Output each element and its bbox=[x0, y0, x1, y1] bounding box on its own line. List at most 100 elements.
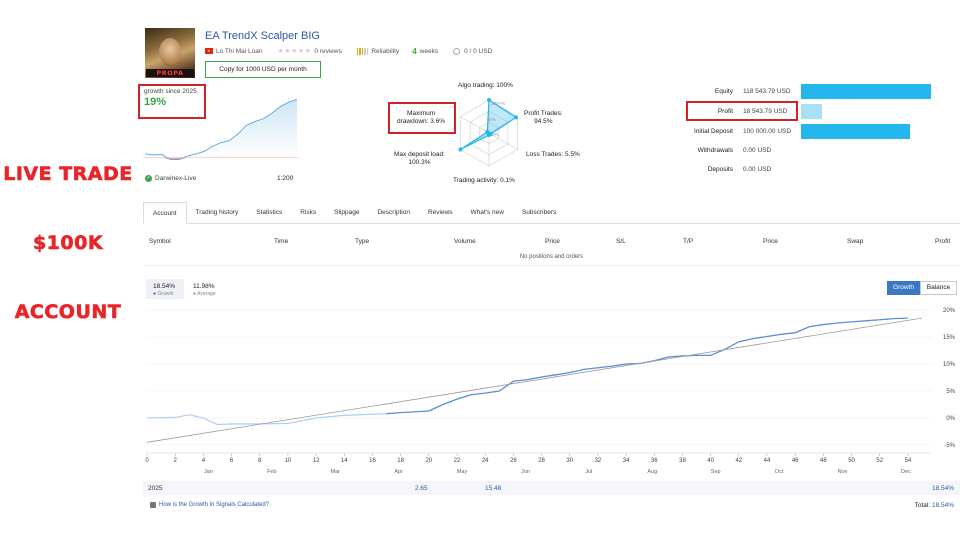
leverage: 1:200 bbox=[277, 175, 294, 182]
weeks-count: 4 bbox=[412, 46, 417, 56]
month-label: Sep bbox=[711, 469, 721, 475]
radar-label-drawdown: Maximum drawdown: 3.6% bbox=[397, 110, 445, 126]
signal-meta: Lo Thi Mai Loan ★★★★★ 0 reviews Reliabil… bbox=[205, 46, 492, 56]
avatar[interactable]: PROPA FIRMI bbox=[145, 28, 195, 78]
tab-what-s-new[interactable]: What's new bbox=[470, 209, 504, 216]
drawdown-highlight-box bbox=[388, 102, 456, 134]
tab-risks[interactable]: Risks bbox=[300, 209, 317, 216]
author-name[interactable]: Lo Thi Mai Loan bbox=[216, 47, 263, 55]
avatar-face bbox=[159, 38, 181, 66]
promo-line-account: ACCOUNT bbox=[14, 301, 122, 324]
radar-label-deposit-value: 100.3% bbox=[408, 159, 431, 166]
y-tick-label: 0% bbox=[946, 416, 955, 422]
radar-label-loss: Loss Trades: 5.5% bbox=[526, 151, 580, 158]
balance-toggle-button[interactable]: Balance bbox=[920, 281, 957, 295]
tab-statistics[interactable]: Statistics bbox=[256, 209, 283, 216]
balance-row-initial-deposit: Initial Deposit 100 000.00 USD bbox=[670, 124, 960, 139]
weeks-label: weeks bbox=[419, 47, 439, 55]
x-tick-label: 4 bbox=[202, 458, 206, 464]
reliability-label: Reliability bbox=[371, 47, 400, 55]
x-tick-label: 18 bbox=[397, 458, 404, 464]
radar-label-deposit-title: Max deposit load: bbox=[394, 151, 445, 158]
balance-row-equity: Equity 118 543.79 USD bbox=[670, 84, 960, 99]
series-line-dark bbox=[386, 317, 908, 415]
balance-value: 0.00 USD bbox=[743, 147, 772, 154]
x-tick-label: 30 bbox=[566, 458, 573, 464]
radar-point bbox=[487, 98, 491, 102]
growth-calc-link-text[interactable]: How is the Growth in Signals Calculated? bbox=[159, 502, 270, 508]
y-tick-label: 15% bbox=[943, 335, 956, 341]
tab-reviews[interactable]: Reviews bbox=[427, 209, 453, 216]
empty-positions-message: No positions and orders bbox=[519, 254, 584, 260]
column-header-symbol: Symbol bbox=[149, 238, 171, 245]
month-may-value: 15.48 bbox=[485, 485, 502, 492]
column-header-price: Price bbox=[545, 238, 560, 245]
month-apr-value: 2.65 bbox=[415, 485, 428, 492]
month-label: Mar bbox=[330, 469, 340, 475]
balance-value: 118 543.79 USD bbox=[743, 88, 791, 95]
x-tick-label: 12 bbox=[313, 458, 320, 464]
promo-line-amount: $100K bbox=[32, 232, 104, 255]
growth-toggle-button[interactable]: Growth bbox=[887, 281, 920, 295]
broker-name[interactable]: Darwinex-Live bbox=[155, 175, 197, 182]
radar-spoke bbox=[460, 116, 490, 134]
signal-title[interactable]: EA TrendX Scalper BIG bbox=[205, 30, 320, 42]
year-summary-row: 2025 2.65 15.48 18.54% bbox=[143, 481, 960, 495]
reviews-count[interactable]: 0 reviews bbox=[314, 47, 342, 55]
copy-signal-button[interactable]: Copy for 1000 USD per month bbox=[205, 61, 321, 78]
column-header-time: Time bbox=[274, 238, 289, 245]
growth-highlight-box bbox=[138, 84, 206, 119]
rating-stars-icon: ★★★★★ bbox=[277, 48, 312, 55]
mini-chart-line bbox=[144, 99, 298, 161]
balance-label: Equity bbox=[714, 88, 733, 95]
tab-slippage[interactable]: Slippage bbox=[334, 209, 360, 216]
promo-line-live-trade: LIVE TRADE bbox=[3, 163, 133, 186]
x-tick-label: 28 bbox=[538, 458, 545, 464]
x-tick-label: 50 bbox=[848, 458, 855, 464]
column-header-volume: Volume bbox=[454, 238, 476, 245]
balance-value: 100 000.00 USD bbox=[743, 128, 792, 135]
radar-tick-0: 0% bbox=[492, 132, 499, 137]
total-label: Total: bbox=[914, 502, 931, 509]
month-label: Jan bbox=[204, 469, 213, 475]
balance-row-profit: Profit 18 543.79 USD bbox=[670, 104, 960, 119]
x-tick-label: 2 bbox=[174, 458, 178, 464]
x-tick-label: 14 bbox=[341, 458, 348, 464]
x-tick-label: 8 bbox=[258, 458, 262, 464]
x-tick-label: 0 bbox=[145, 458, 149, 464]
x-tick-label: 26 bbox=[510, 458, 517, 464]
month-label: Jul bbox=[585, 469, 592, 475]
balance-label: Deposits bbox=[707, 166, 733, 173]
x-tick-label: 42 bbox=[735, 458, 742, 464]
radar-tick-50: 50% bbox=[487, 117, 496, 122]
radar-label-algo: Algo trading: 100% bbox=[458, 82, 513, 89]
column-header-price: Price bbox=[763, 238, 778, 245]
legend-average-sub: ● Average bbox=[193, 291, 216, 297]
column-header-type: Type bbox=[355, 238, 370, 245]
tab-account[interactable]: Account bbox=[143, 202, 187, 224]
balance-bar bbox=[801, 124, 911, 139]
radar-spoke bbox=[488, 132, 518, 150]
month-label: Aug bbox=[647, 469, 657, 475]
growth-value: 19% bbox=[144, 96, 167, 108]
legend-average-label: Average bbox=[197, 291, 216, 297]
positions-table-header: Symbol Time Type Volume Price S/L T/P Price Swap… bbox=[143, 238, 960, 248]
x-tick-label: 40 bbox=[707, 458, 714, 464]
x-tick-label: 20 bbox=[425, 458, 432, 464]
legend-growth-card[interactable] bbox=[146, 279, 184, 299]
x-tick-label: 6 bbox=[230, 458, 234, 464]
x-tick-label: 44 bbox=[764, 458, 771, 464]
tab-subscribers[interactable]: Subscribers bbox=[521, 209, 557, 216]
tab-trading-history[interactable]: Trading history bbox=[195, 209, 239, 216]
year-total-value: 18.54% bbox=[931, 485, 954, 492]
balance-value: 0.00 USD bbox=[743, 166, 772, 173]
growth-calc-link[interactable]: How is the Growth in Signals Calculated? bbox=[150, 502, 269, 508]
series-line-light bbox=[146, 413, 387, 426]
y-tick-label: 20% bbox=[943, 308, 956, 314]
balance-label: Withdrawals bbox=[697, 147, 733, 154]
broker[interactable]: ✓ Darwinex-Live bbox=[145, 175, 196, 182]
x-tick-label: 22 bbox=[454, 458, 461, 464]
balance-bar bbox=[801, 104, 822, 119]
legend-average-value[interactable]: 11.98% bbox=[193, 283, 215, 290]
tab-description[interactable]: Description bbox=[377, 209, 410, 216]
